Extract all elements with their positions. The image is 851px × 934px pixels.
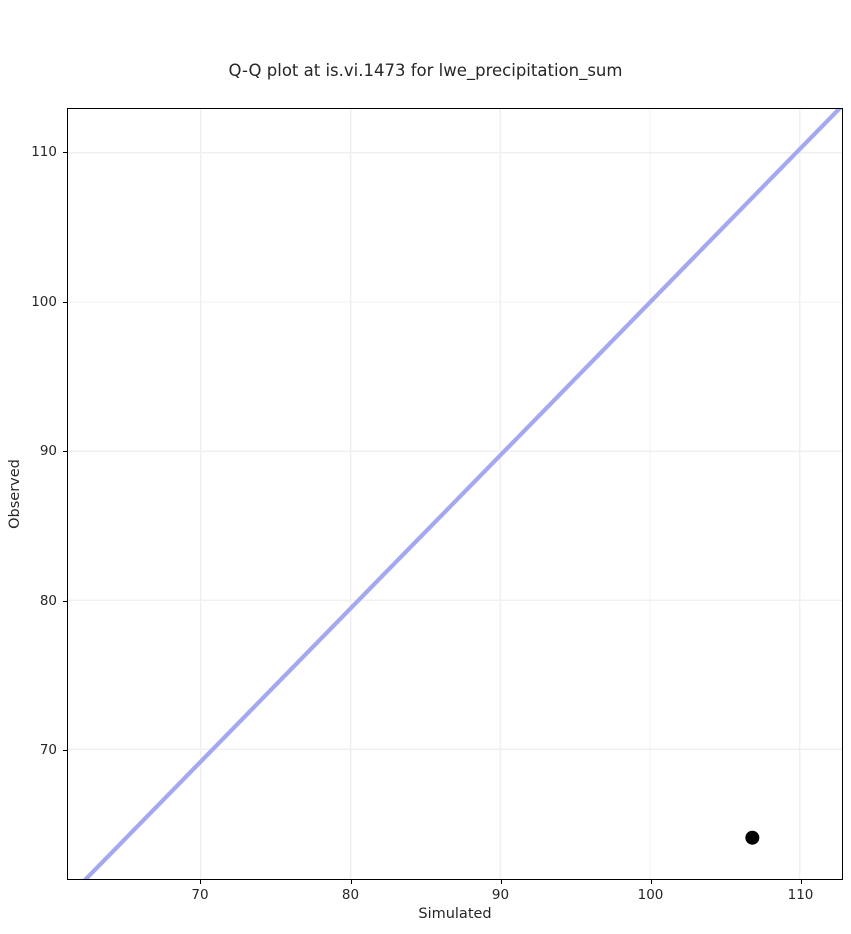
plot-canvas (68, 109, 842, 879)
y-tick-label-90: 90 (39, 443, 57, 459)
x-tick-label-70: 70 (191, 887, 209, 903)
y-tick-mark-100 (63, 301, 67, 303)
y-tick-label-110: 110 (31, 144, 57, 160)
y-tick-mark-70 (63, 750, 67, 752)
x-tick-mark-90 (500, 880, 502, 884)
chart-title-line-1: Q-Q plot at is.vi.1473 for lwe_precipita… (228, 61, 623, 80)
x-tick-label-100: 100 (637, 887, 664, 903)
x-axis-label: Simulated (418, 906, 492, 922)
plot-area (67, 108, 843, 880)
y-tick-mark-80 (63, 600, 67, 602)
y-tick-mark-110 (63, 152, 67, 154)
x-tick-mark-100 (650, 880, 652, 884)
y-tick-label-80: 80 (39, 592, 57, 609)
x-tick-mark-110 (800, 880, 802, 884)
y-tick-label-70: 70 (39, 742, 57, 758)
y-tick-mark-90 (63, 451, 67, 453)
x-tick-mark-80 (350, 880, 352, 884)
y-axis-label-text: Observed (7, 459, 23, 529)
x-tick-label-110: 110 (787, 887, 814, 903)
identity-line (82, 109, 842, 879)
x-tick-mark-70 (200, 880, 202, 884)
data-point (745, 830, 760, 845)
gridlines-horizontal (68, 152, 842, 750)
x-tick-label-80: 80 (341, 887, 360, 903)
y-tick-label-100: 100 (31, 293, 57, 310)
gridlines-vertical (200, 109, 801, 879)
x-tick-label-90: 90 (491, 887, 510, 903)
